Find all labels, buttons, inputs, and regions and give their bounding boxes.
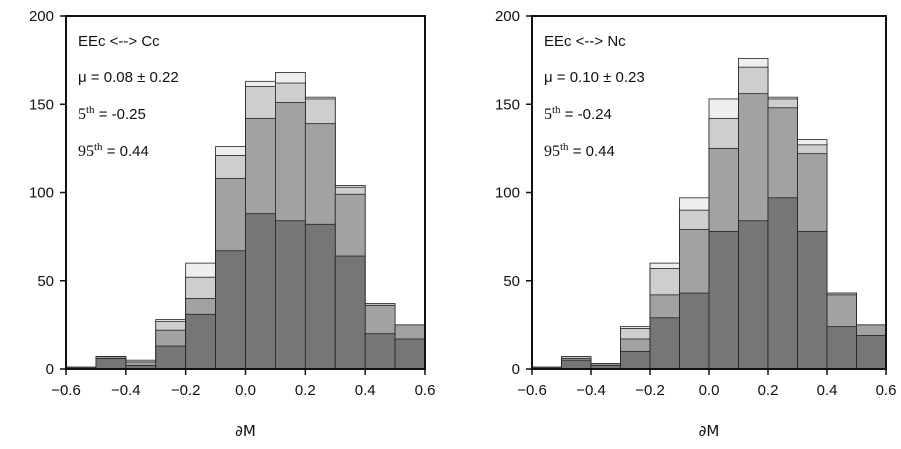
y-tick-label: 200 (495, 8, 520, 25)
annotation-95th-percentile: 95th = 0.44 (78, 141, 149, 160)
y-tick-label: 50 (503, 273, 520, 290)
annotation-95th-percentile-value: = 0.44 (103, 143, 149, 160)
annotation-95th-percentile-base: 95 (544, 143, 560, 160)
annotation-5th-percentile-value: = -0.24 (561, 106, 612, 123)
y-tick-label: 100 (29, 185, 54, 202)
y-tick-label: 0 (46, 361, 54, 378)
x-tick-label: 0.6 (876, 382, 897, 399)
bar-layer1-bin10 (797, 230, 828, 370)
y-tick-label: 150 (495, 96, 520, 113)
bar-layer1-bin9 (304, 223, 336, 370)
annotation-95th-percentile: 95th = 0.44 (544, 141, 615, 160)
x-tick-label: −0.6 (51, 382, 81, 399)
bar-layer1-bin6 (215, 250, 246, 370)
annotation-95th-percentile-value: = 0.44 (569, 143, 615, 160)
bar-layer1-bin4 (155, 345, 187, 370)
x-tick-label: 0.0 (235, 382, 256, 399)
annotation-title: EEc <--> Nc (544, 33, 626, 50)
bar-layer1-bin12 (856, 335, 887, 370)
annotation-5th-percentile-value: = -0.25 (95, 106, 146, 123)
y-tick-label: 0 (512, 361, 520, 378)
x-tick-label: 0.4 (817, 382, 838, 399)
bar-layer1-bin11 (364, 333, 396, 370)
x-axis-label: ∂M (235, 422, 256, 440)
y-tick-label: 50 (37, 273, 54, 290)
x-tick-label: 0.6 (415, 382, 436, 399)
annotation-5th-percentile-base: 5 (544, 106, 552, 123)
bar-layer1-bin4 (620, 350, 651, 370)
bar-layer1-bin12 (394, 338, 426, 370)
annotation-mean: μ = 0.08 ± 0.22 (78, 69, 179, 86)
x-axis-label: ∂M (699, 422, 720, 440)
x-tick-label: −0.4 (111, 382, 141, 399)
annotation-5th-percentile-sup: th (552, 104, 561, 116)
annotation-5th-percentile-sup: th (86, 104, 95, 116)
right-histogram-panel: −0.6 −0.4 −0.2 0.0 0.2 0.4 0.6 0 50 100 150 200 ∂M EE… (495, 8, 896, 440)
bar-layer1-bin2 (561, 359, 592, 370)
annotation-95th-percentile-sup: th (560, 141, 569, 153)
annotation-mean: μ = 0.10 ± 0.23 (544, 69, 645, 86)
bar-layer1-bin2 (95, 358, 127, 370)
x-tick-label: 0.4 (355, 382, 376, 399)
x-tick-label: −0.2 (635, 382, 665, 399)
bar-layer1-bin9 (767, 197, 798, 370)
annotation-5th-percentile: 5th = -0.25 (78, 104, 146, 123)
y-tick-label: 100 (495, 185, 520, 202)
bar-layer1-bin5 (649, 317, 680, 370)
bar-layer1-bin10 (334, 255, 366, 370)
x-tick-label: 0.2 (295, 382, 316, 399)
x-tick-label: −0.4 (576, 382, 606, 399)
x-tick-label: 0.2 (758, 382, 779, 399)
bar-layer1-bin8 (275, 220, 306, 370)
annotation-5th-percentile-base: 5 (78, 106, 86, 123)
annotation-95th-percentile-sup: th (94, 141, 103, 153)
y-tick-label: 150 (29, 96, 54, 113)
x-tick-label: 0.0 (699, 382, 720, 399)
bar-layer1-bin5 (185, 313, 216, 370)
bar-layer1-bin7 (245, 213, 276, 370)
bar-layer1-bin8 (738, 220, 769, 370)
bar-layer1-bin6 (679, 292, 710, 370)
annotation-5th-percentile: 5th = -0.24 (544, 104, 612, 123)
y-tick-label: 200 (29, 8, 54, 25)
annotation-95th-percentile-base: 95 (78, 143, 94, 160)
annotation-title: EEc <--> Cc (78, 33, 160, 50)
x-tick-label: −0.2 (171, 382, 201, 399)
left-histogram-panel: −0.6 −0.4 −0.2 0.0 0.2 0.4 0.6 0 50 100 150 200 ∂M EE… (29, 8, 435, 440)
bar-layer1-bin11 (826, 326, 857, 370)
x-tick-label: −0.6 (517, 382, 547, 399)
bar-layer1-bin7 (708, 230, 739, 370)
